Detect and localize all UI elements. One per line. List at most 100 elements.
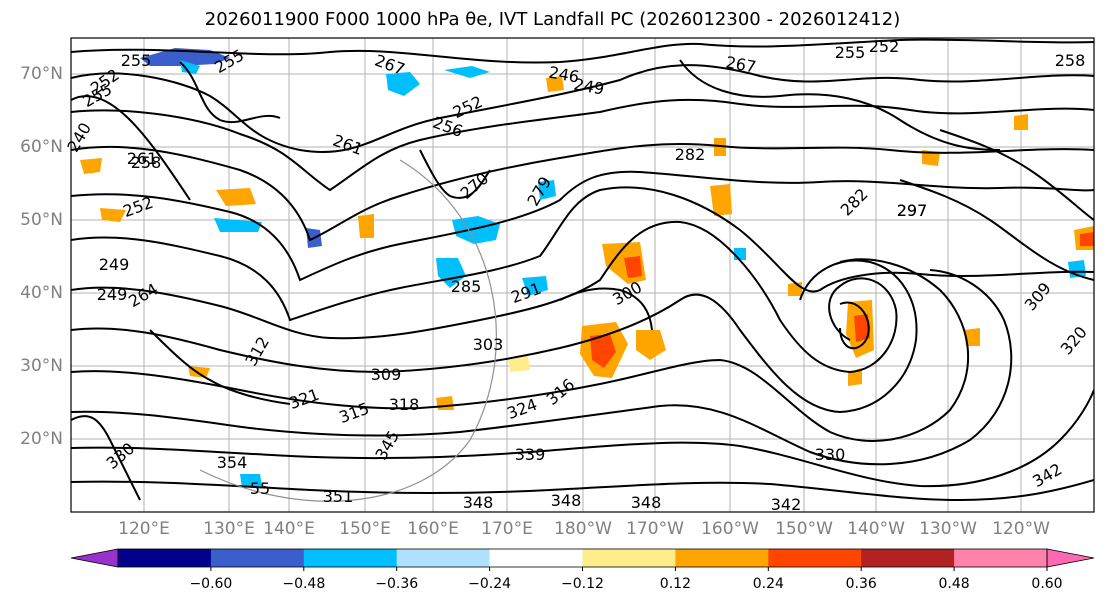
colorbar-extend-max bbox=[1046, 548, 1095, 568]
contour-label: 258 bbox=[1055, 51, 1086, 70]
contour-line bbox=[679, 59, 1001, 151]
contour-label: 348 bbox=[551, 491, 582, 510]
contour-label: 249 bbox=[99, 255, 130, 274]
shade-blob bbox=[436, 396, 454, 410]
lon-label: 150°W bbox=[775, 519, 833, 539]
shade-blob bbox=[964, 328, 980, 346]
shade-blob bbox=[80, 158, 102, 174]
lon-label: 120°E bbox=[118, 519, 170, 539]
colorbar-segment bbox=[489, 549, 583, 567]
colorbar-tick-label: −0.36 bbox=[375, 576, 419, 592]
contour-label: 249 bbox=[97, 285, 128, 304]
theta-e-contours bbox=[71, 38, 1094, 502]
shade-blob bbox=[1014, 114, 1028, 130]
colorbar-segment bbox=[210, 549, 305, 567]
colorbar-segment bbox=[675, 549, 769, 567]
contour-label: 297 bbox=[897, 201, 928, 220]
contour-line bbox=[71, 258, 970, 442]
colorbar-tick-label: −0.48 bbox=[282, 576, 326, 592]
lon-label: 160°W bbox=[701, 519, 759, 539]
contour-label: 285 bbox=[451, 277, 482, 296]
contour-label: 351 bbox=[323, 487, 354, 506]
contour-label: 261 bbox=[127, 149, 158, 168]
shade-blob bbox=[180, 60, 200, 74]
shade-blob bbox=[100, 208, 126, 222]
lon-label: 130°W bbox=[919, 519, 977, 539]
contour-line bbox=[71, 186, 1094, 322]
colorbar-tick-label: 0.48 bbox=[938, 576, 970, 592]
lon-label: 130°E bbox=[203, 519, 255, 539]
shade-blob bbox=[546, 76, 564, 92]
colorbar-tick-label: −0.24 bbox=[468, 576, 512, 592]
colorbar-segment bbox=[303, 549, 398, 567]
lat-label: 70°N bbox=[20, 64, 63, 84]
shade-blob bbox=[624, 256, 642, 278]
colorbar-segment bbox=[954, 549, 1048, 567]
lat-label: 20°N bbox=[20, 429, 63, 449]
colorbar-segment bbox=[861, 549, 955, 567]
contour-label: 348 bbox=[463, 493, 494, 512]
shade-blob bbox=[216, 188, 256, 206]
lon-label: 170°W bbox=[626, 519, 684, 539]
colorbar-tick-label: 0.36 bbox=[845, 576, 877, 592]
shade-blob bbox=[444, 66, 490, 78]
contour-label: 342 bbox=[771, 495, 802, 514]
shade-blob bbox=[240, 474, 262, 488]
lon-label: 170°E bbox=[481, 519, 533, 539]
shade-blob bbox=[538, 180, 556, 200]
colorbar-tick-label: −0.12 bbox=[561, 576, 604, 592]
contour-line bbox=[71, 259, 918, 414]
contour-line bbox=[71, 269, 1013, 466]
contour-line bbox=[71, 415, 141, 501]
lat-label: 30°N bbox=[20, 356, 63, 376]
contour-line bbox=[71, 170, 1094, 282]
shade-blob bbox=[710, 184, 732, 216]
contour-line bbox=[71, 220, 898, 374]
map-title: 2026011900 F000 1000 hPa θe, IVT Landfal… bbox=[204, 9, 901, 30]
shade-blob bbox=[922, 150, 940, 166]
contour-label: 354 bbox=[217, 453, 248, 472]
lon-label: 140°W bbox=[847, 519, 905, 539]
contour-line bbox=[559, 287, 653, 331]
contour-label: 282 bbox=[675, 145, 706, 164]
colorbar bbox=[70, 548, 1095, 571]
contour-label: 255 bbox=[121, 51, 152, 70]
contour-line bbox=[149, 329, 291, 405]
colorbar-tick-label: 0.60 bbox=[1031, 576, 1063, 592]
contour-label: 303 bbox=[473, 335, 504, 354]
contour-line bbox=[71, 64, 1094, 153]
contour-line bbox=[71, 98, 1094, 192]
contour-label: 255 bbox=[835, 43, 866, 62]
shade-blob bbox=[214, 218, 262, 232]
lon-label: 120°W bbox=[992, 519, 1050, 539]
contour-label: 297 bbox=[897, 201, 928, 220]
colorbar-segment bbox=[582, 549, 676, 567]
colorbar-segment bbox=[396, 549, 491, 567]
map-frame bbox=[70, 37, 1095, 513]
contour-line bbox=[939, 129, 1094, 221]
shade-blob bbox=[590, 334, 616, 368]
lon-label: 140°E bbox=[263, 519, 315, 539]
shade-blob bbox=[358, 214, 374, 238]
contour-line bbox=[839, 301, 870, 350]
contour-line bbox=[71, 479, 1094, 502]
colorbar-tick-label: 0.24 bbox=[752, 576, 784, 592]
contour-line bbox=[71, 389, 1094, 488]
colorbar-tick-label: −0.60 bbox=[189, 576, 233, 592]
contour-label: 252 bbox=[869, 37, 900, 56]
shade-blob bbox=[788, 282, 802, 296]
colorbar-tick-label: 0.12 bbox=[659, 576, 691, 592]
contour-line bbox=[71, 95, 191, 201]
contour-line bbox=[179, 61, 281, 124]
lon-label: 160°E bbox=[407, 519, 459, 539]
contour-line bbox=[419, 149, 491, 199]
shade-blob bbox=[1080, 232, 1094, 246]
colorbar-segment bbox=[118, 549, 212, 567]
colorbar-segment bbox=[768, 549, 862, 567]
contour-label: 339 bbox=[515, 445, 546, 464]
lat-label: 50°N bbox=[20, 210, 63, 230]
graticule bbox=[71, 38, 1094, 512]
contour-label: 330 bbox=[815, 445, 846, 464]
lat-label: 40°N bbox=[20, 283, 63, 303]
